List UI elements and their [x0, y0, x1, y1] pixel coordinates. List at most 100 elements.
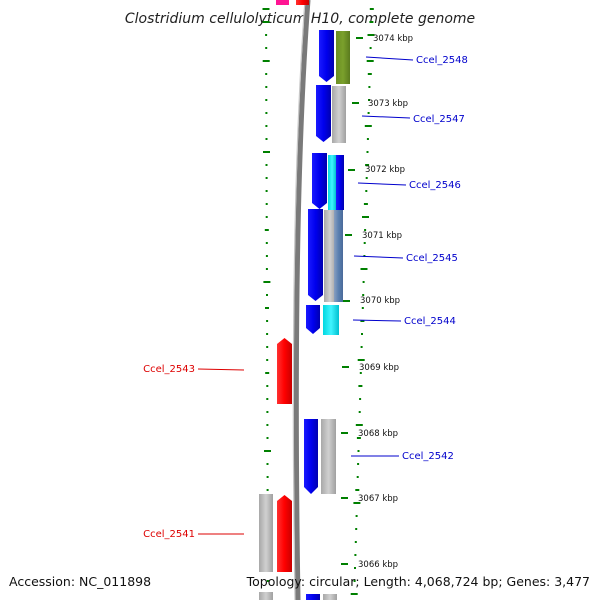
gc-tick-mark [265, 164, 268, 166]
gene-label-ccel-2545[interactable]: Ccel_2545 [406, 253, 458, 264]
gc-tick-mark [364, 125, 372, 127]
gc-tick-mark [265, 99, 268, 101]
gene-label-ccel-2542[interactable]: Ccel_2542 [402, 451, 454, 462]
gc-tick-mark [266, 437, 269, 439]
scale-tick-label-3068: 3068 kbp [358, 429, 398, 439]
gc-tick-mark [362, 281, 365, 283]
gc-tick-mark [266, 424, 269, 426]
gc-tick-mark [363, 242, 366, 244]
gc-tick-mark [358, 411, 361, 413]
gene-ccel-2547-arrow [316, 85, 331, 142]
scale-tick-3074: 3074 kbp [356, 34, 413, 44]
gene-label-ccel-2544[interactable]: Ccel_2544 [404, 316, 456, 327]
gc-tick-mark [265, 177, 268, 179]
gc-tick-mark [263, 151, 270, 153]
annot-blue-2546 [336, 155, 344, 210]
gc-tick-mark [263, 281, 271, 283]
gc-tick-mark [265, 112, 268, 114]
scale-tick-label-3069: 3069 kbp [359, 363, 399, 373]
gc-tick-mark [265, 86, 268, 88]
gc-tick-mark [265, 372, 270, 374]
gc-tick-mark [365, 164, 370, 166]
gc-tick-mark [365, 177, 368, 179]
gc-tick-mark [362, 216, 369, 218]
annot-olive-2548 [336, 31, 350, 84]
accession-text: Accession: NC_011898 [9, 574, 151, 589]
gc-tick-mark [265, 138, 268, 140]
gc-tick-mark [266, 398, 269, 400]
annot-cyan-2546 [328, 155, 336, 210]
gene-label-ccel-2543[interactable]: Ccel_2543 [143, 364, 195, 375]
map-title: Clostridium cellulolyticum H10, complete… [125, 11, 475, 27]
annot-gray-2542 [321, 419, 336, 494]
gene-ccel-2548-arrow [319, 30, 334, 82]
gc-tick-mark [360, 346, 363, 348]
feature-bottom-gray-right [323, 594, 337, 600]
gc-tick-mark [368, 99, 370, 101]
gene-label-ccel-2547[interactable]: Ccel_2547 [413, 114, 465, 125]
gc-tick-mark [266, 580, 269, 582]
scale-tick-label-3074: 3074 kbp [373, 34, 413, 44]
gc-tick-mark [262, 21, 270, 23]
gc-tick-mark [361, 333, 363, 335]
gc-tick-mark [265, 216, 268, 218]
gc-tick-mark [266, 359, 269, 361]
gene-label-ccel-2541[interactable]: Ccel_2541 [143, 529, 195, 540]
gc-tick-mark [357, 450, 360, 452]
gc-tick-mark [369, 8, 374, 10]
gc-tick-mark [359, 372, 362, 374]
gc-tick-mark [355, 489, 360, 491]
genome-backbone [293, 0, 311, 600]
gene-label-ccel-2546[interactable]: Ccel_2546 [409, 180, 461, 191]
scale-tick-label-3071: 3071 kbp [362, 231, 402, 241]
gene-ccel-2541-arrow [277, 495, 292, 572]
gc-tick-mark [266, 476, 269, 478]
gc-tick-mark [266, 385, 269, 387]
gc-tick-mark [359, 398, 362, 400]
gene-label-ccel-2548[interactable]: Ccel_2548 [416, 55, 468, 66]
scale-tick-label-3072: 3072 kbp [365, 165, 405, 175]
gc-tick-mark [367, 112, 370, 114]
scale-tick-label-3073: 3073 kbp [368, 99, 408, 109]
gc-tick-mark [265, 125, 268, 127]
annot-cyan-2544 [323, 305, 339, 335]
leader-line-ccel-2545 [353, 255, 404, 259]
gc-tick-mark [265, 203, 268, 205]
gc-tick-mark [368, 86, 371, 88]
gene-ccel-2543-arrow [277, 338, 292, 404]
gc-tick-mark [355, 515, 358, 517]
scale-tick-label-3066: 3066 kbp [358, 560, 398, 570]
gc-tick-mark [265, 190, 268, 192]
gc-tick-mark [262, 60, 270, 62]
gc-tick-mark [262, 8, 270, 10]
scale-tick-3070: 3070 kbp [343, 296, 400, 306]
gc-tick-mark [266, 489, 269, 491]
gc-tick-mark [266, 411, 269, 413]
gene-ccel-2544-arrow [306, 305, 320, 334]
scale-tick-3071: 3071 kbp [345, 231, 402, 241]
feature-top-magenta [276, 0, 289, 5]
gc-tick-mark [365, 190, 368, 192]
gc-tick-mark [362, 294, 365, 296]
gc-tick-mark [350, 593, 358, 595]
gc-tick-mark [367, 34, 375, 36]
leader-line-ccel-2547 [361, 115, 411, 119]
scale-tick-3068: 3068 kbp [341, 429, 398, 439]
gc-tick-mark [366, 138, 369, 140]
gc-tick-mark [363, 203, 368, 205]
gc-tick-mark [366, 60, 374, 62]
gc-tick-mark [355, 424, 363, 426]
genome-backbone-highlight [292, 0, 306, 600]
gc-tick-mark [361, 307, 364, 309]
scale-tick-3067: 3067 kbp [341, 494, 398, 504]
scale-tick-3069: 3069 kbp [342, 363, 399, 373]
gc-tick-mark [265, 47, 268, 49]
scale-tick-3073: 3073 kbp [352, 99, 408, 109]
gc-tick-mark [355, 528, 358, 530]
gc-tick-mark [357, 359, 365, 361]
gc-tick-mark [266, 346, 269, 348]
feature-top-red [296, 0, 309, 5]
leader-line-ccel-2544 [352, 319, 402, 322]
annot-steel-2545 [334, 210, 343, 302]
